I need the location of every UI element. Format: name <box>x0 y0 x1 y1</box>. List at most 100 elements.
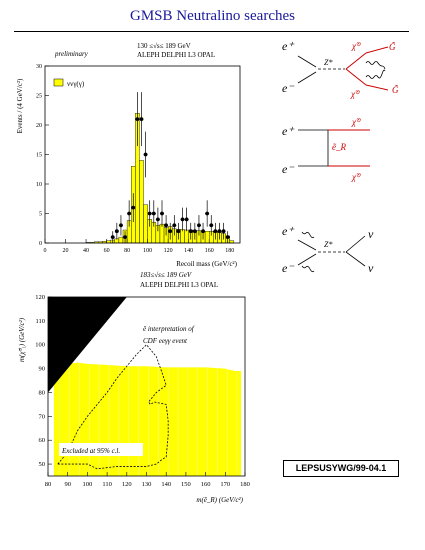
cdf-annotation-line1: ẽ interpretation of <box>143 325 195 333</box>
diag2-propagator-label: ẽ_R <box>332 142 346 152</box>
data-point <box>221 229 226 234</box>
x-tick-label: 170 <box>220 481 230 488</box>
diag3-eplus: e⁺ <box>282 224 295 238</box>
y-tick-label: 80 <box>39 389 46 396</box>
mc-bar <box>159 223 165 244</box>
exclusion-plot: 183≤√s≤ 189 GeV ALEPH DELPHI L3 OPAL 80 9… <box>18 271 250 504</box>
diag1-neutralino-line-2 <box>345 68 367 86</box>
bottom-x-axis-label: m(ẽ_R) (GeV/c²) <box>196 496 243 504</box>
x-tick-label: 100 <box>83 481 93 488</box>
data-point <box>213 229 218 234</box>
data-point <box>155 217 160 222</box>
diag1-gravitino-1: G̃ <box>389 42 396 52</box>
mc-bar <box>180 229 185 244</box>
y-tick-label: 110 <box>35 318 45 325</box>
data-point <box>176 229 181 234</box>
top-experiments-label: ALEPH DELPHI L3 OPAL <box>137 51 215 59</box>
data-point <box>192 229 197 234</box>
x-tick-label: 80 <box>124 248 130 254</box>
data-point <box>217 229 222 234</box>
x-tick-label: 80 <box>45 481 52 488</box>
x-tick-label: 130 <box>142 481 152 488</box>
data-point <box>135 117 140 121</box>
data-point <box>164 223 169 228</box>
x-tick-label: 120 <box>122 481 132 488</box>
bottom-experiments-label: ALEPH DELPHI L3 OPAL <box>140 281 218 289</box>
diag3-photon-1 <box>301 231 315 239</box>
data-points <box>110 92 230 243</box>
y-tick-label: 0 <box>39 241 42 247</box>
diag1-neutralino-1: χ̃⁰ <box>351 41 361 51</box>
data-point <box>225 235 230 240</box>
feynman-diagram-selectron-exchange: e⁺ e⁻ ẽ_R χ̃⁰ χ̃⁰ <box>282 117 370 182</box>
y-tick-label: 20 <box>36 123 42 129</box>
x-tick-label: 100 <box>143 248 152 254</box>
diag2-eplus: e⁺ <box>282 124 295 138</box>
diag3-neutrino-2: ν <box>368 261 374 275</box>
excluded-label: Excluded at 95% c.l. <box>61 447 120 455</box>
y-tick-label: 15 <box>36 153 42 159</box>
feynman-diagram-neutralino-pair: e⁺ e⁻ Z* χ̃⁰ χ̃⁰ G̃ G̃ <box>282 39 399 99</box>
x-tick-label: 110 <box>102 481 112 488</box>
diag1-neutralino-line-1 <box>345 52 367 70</box>
data-point <box>127 211 132 216</box>
x-tick-label: 40 <box>83 248 89 254</box>
diag1-gravitino-line-1 <box>365 46 389 54</box>
diag2-neutralino-2: χ̃⁰ <box>351 172 361 182</box>
mc-bar <box>139 160 144 244</box>
bottom-y-axis-label: m(χ̃⁰₁) (GeV/c²) <box>18 317 26 362</box>
y-tick-label: 120 <box>35 294 45 301</box>
data-point <box>119 223 123 228</box>
x-tick-label: 140 <box>184 248 193 254</box>
data-point <box>123 235 127 240</box>
data-point <box>209 223 214 228</box>
excluded-region-hatching <box>59 362 238 476</box>
page-title: GMSB Neutralino searches <box>130 8 295 24</box>
preliminary-label: preliminary <box>54 50 89 58</box>
x-tick-label: 160 <box>205 248 214 254</box>
data-point <box>168 229 173 234</box>
x-tick-label: 150 <box>181 481 191 488</box>
x-tick-label: 180 <box>225 248 234 254</box>
y-tick-label: 70 <box>39 413 46 420</box>
mc-bar <box>204 230 210 244</box>
data-point <box>172 223 177 228</box>
bottom-y-ticks: 50 60 70 80 90 100 110 120 <box>35 294 52 468</box>
data-point <box>131 205 136 210</box>
top-energy-label: 130 ≤√s≤ 189 GeV <box>137 42 191 50</box>
diag1-neutralino-2: χ̃⁰ <box>350 89 360 99</box>
diag1-eplus: e⁺ <box>282 39 295 53</box>
cdf-interpretation-contour <box>57 344 169 470</box>
diag3-neutrino-1: ν <box>368 227 374 241</box>
diag2-eminus: e⁻ <box>282 162 295 176</box>
x-tick-label: 120 <box>164 248 173 254</box>
excluded-region <box>53 362 242 476</box>
x-tick-label: 0 <box>44 248 47 254</box>
kinematically-forbidden-region <box>48 297 127 393</box>
diag1-photon-2 <box>365 69 386 79</box>
y-tick-label: 10 <box>36 182 42 188</box>
top-y-ticks: 0 5 10 15 20 25 30 <box>36 64 49 247</box>
reference-label: LEPSUSYWG/99-04.1 <box>283 460 399 477</box>
diag3-eminus: e⁻ <box>282 261 295 275</box>
recoil-mass-histogram: preliminary 130 ≤√s≤ 189 GeV ALEPH DELPH… <box>16 42 241 268</box>
data-point <box>160 211 164 216</box>
title-rule <box>14 31 409 32</box>
diag2-neutralino-1: χ̃⁰ <box>351 117 361 127</box>
diag1-photon-1 <box>365 61 386 70</box>
diag3-photon-2 <box>301 265 315 273</box>
mc-bar <box>184 229 189 244</box>
x-tick-label: 20 <box>63 248 69 254</box>
data-point <box>184 217 189 222</box>
diag3-propagator-label: Z* <box>324 240 332 249</box>
data-point <box>188 229 193 234</box>
top-x-axis-label: Recoil mass (GeV/c²) <box>176 260 237 268</box>
top-y-axis-label: Events / (4 GeV/c²) <box>16 78 24 133</box>
diag1-gravitino-2: G̃ <box>392 85 399 95</box>
excluded-label-box <box>59 443 143 456</box>
cdf-annotation-line2: CDF eeγγ event <box>143 337 188 345</box>
data-point <box>114 229 119 234</box>
x-tick-label: 160 <box>201 481 211 488</box>
data-point <box>180 217 185 222</box>
